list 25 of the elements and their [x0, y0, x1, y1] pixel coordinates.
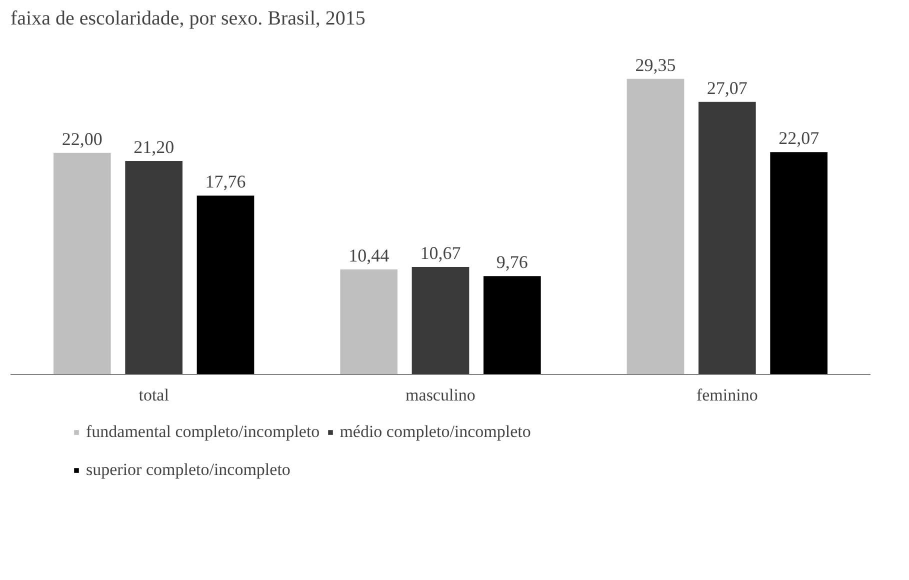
data-label: 9,76	[496, 252, 528, 272]
data-label: 10,44	[348, 245, 390, 266]
bar	[698, 102, 756, 374]
chart-title: faixa de escolaridade, por sexo. Brasil, 2015	[10, 8, 366, 30]
bar	[412, 267, 470, 374]
data-label: 22,07	[778, 128, 820, 148]
legend-label: superior completo/incompleto	[86, 460, 290, 480]
x-tick-label: total	[138, 386, 170, 404]
x-tick-label: feminino	[696, 386, 758, 404]
data-label: 27,07	[706, 78, 748, 98]
bar	[626, 78, 684, 374]
legend-label: médio completo/incompleto	[340, 422, 531, 442]
data-label: 21,20	[134, 136, 174, 157]
data-label: 22,00	[62, 128, 102, 149]
legend-label: fundamental completo/incompleto	[86, 422, 320, 442]
bar	[54, 152, 111, 374]
data-label: 29,35	[635, 54, 676, 75]
bar	[770, 152, 828, 374]
data-label: 10,67	[420, 243, 461, 264]
x-tick-label: masculino	[406, 386, 476, 404]
bar	[484, 276, 541, 374]
bar	[340, 269, 398, 374]
bar	[125, 160, 182, 374]
data-label: 17,76	[205, 172, 246, 192]
bar	[196, 196, 254, 374]
